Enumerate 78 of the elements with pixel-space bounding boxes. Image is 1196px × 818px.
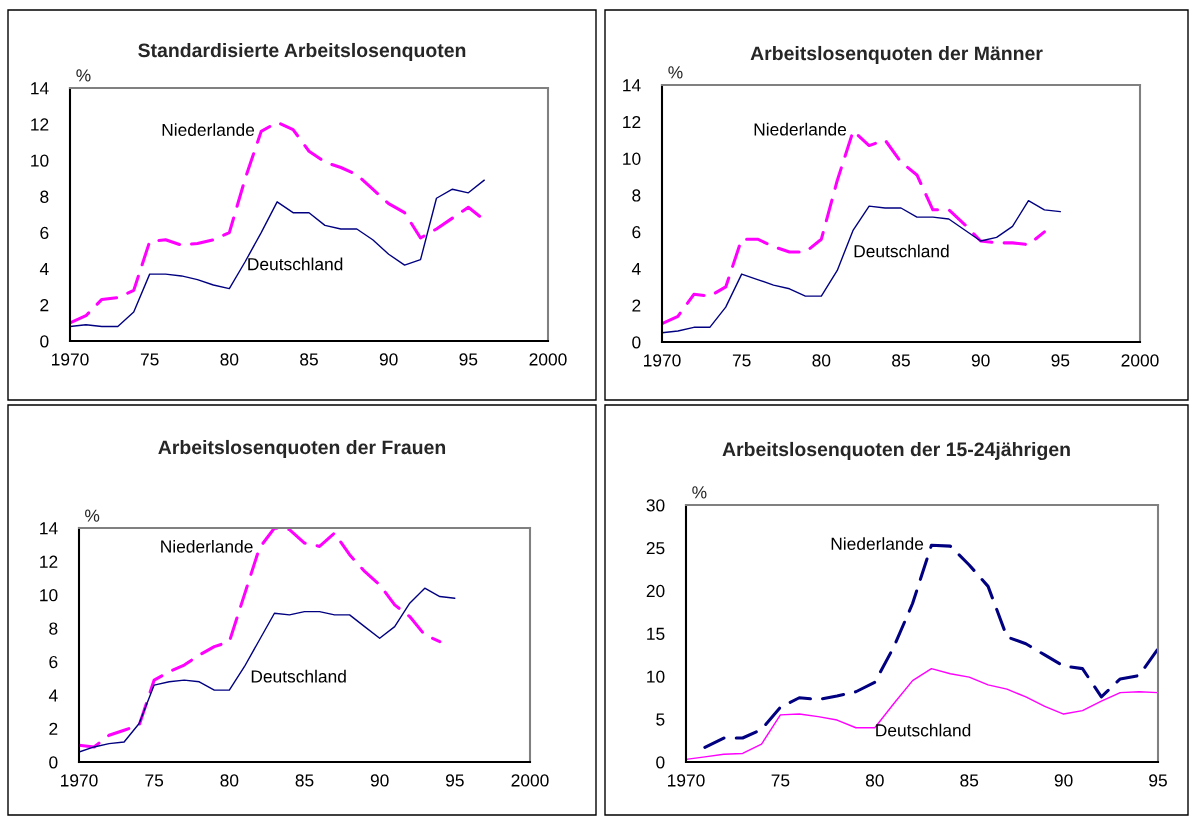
y-tick-label: 0: [49, 756, 58, 769]
y-tick-label: 0: [632, 336, 641, 349]
chart-title: Arbeitslosenquoten der 15-24jährigen: [722, 441, 1070, 461]
y-tick-label: 14: [40, 522, 58, 535]
series-label: Niederlande: [162, 123, 255, 137]
x-tick-label: 75: [771, 774, 790, 787]
chart-title: Standardisierte Arbeitslosenquoten: [138, 42, 466, 62]
x-tick-label: 85: [892, 354, 910, 367]
series-label: Deutschland: [854, 244, 949, 258]
x-tick-label: 2000: [1121, 354, 1159, 367]
y-tick-label: 6: [40, 226, 49, 240]
y-tick-label: 4: [48, 689, 58, 702]
y-tick-label: 0: [40, 335, 49, 348]
x-tick-label: 1970: [644, 354, 681, 367]
y-tick-label: 12: [623, 115, 641, 128]
x-tick-label: 90: [971, 354, 990, 367]
x-tick-label: 80: [220, 774, 239, 787]
x-tick-label: 95: [1149, 774, 1167, 787]
y-tick-label: 2: [632, 299, 641, 312]
x-tick-label: 90: [379, 353, 398, 366]
y-tick-label: 8: [49, 622, 58, 635]
x-tick-label: 75: [145, 774, 164, 787]
text: %: [692, 486, 707, 499]
x-tick-label: 1970: [668, 774, 705, 787]
y-tick-label: 8: [632, 189, 641, 202]
y-tick-label: 6: [632, 226, 641, 239]
series-label: Deutschland: [876, 723, 971, 737]
y-tick-label: 6: [49, 655, 58, 669]
x-tick-label: 1970: [61, 774, 98, 787]
x-tick-label: 85: [295, 774, 314, 787]
y-tick-label: 15: [647, 627, 665, 640]
x-tick-label: 85: [300, 353, 318, 366]
y-tick-label: 10: [647, 670, 665, 683]
x-tick-label: 2000: [529, 353, 567, 366]
y-tick-label: 5: [656, 713, 665, 726]
y-tick-label: 12: [31, 118, 49, 131]
chart-title: Arbeitslosenquoten der Männer: [750, 45, 1043, 65]
line-series: [662, 199, 1062, 334]
x-tick-label: 80: [812, 354, 831, 367]
line-series: [70, 179, 485, 328]
x-tick-label: 95: [445, 774, 464, 787]
x-tick-label: 85: [960, 774, 979, 787]
y-tick-label: 10: [40, 589, 58, 602]
x-tick-label: 95: [459, 353, 478, 366]
series-label: Niederlande: [754, 122, 847, 136]
y-tick-label: 2: [49, 722, 58, 735]
y-tick-label: 30: [646, 499, 665, 512]
series-label: Deutschland: [251, 669, 346, 683]
y-tick-label: 2: [40, 299, 49, 312]
series-label: Deutschland: [248, 257, 343, 271]
y-tick-label: 20: [646, 584, 665, 598]
y-tick-label: 10: [31, 154, 49, 167]
x-tick-label: 80: [220, 353, 239, 366]
y-tick-label: 4: [39, 263, 49, 275]
series-label: Niederlande: [831, 537, 924, 550]
x-tick-label: 1970: [52, 353, 89, 366]
x-tick-label: 75: [140, 353, 159, 366]
y-tick-label: 4: [631, 262, 641, 275]
y-tick-label: 14: [623, 79, 641, 92]
series-label: Niederlande: [161, 539, 253, 553]
line-series: [79, 528, 442, 749]
y-tick-label: 14: [31, 82, 49, 95]
y-tick-label: 10: [623, 152, 641, 165]
chart-title: Arbeitslosenquoten der Frauen: [158, 439, 446, 459]
y-tick-label: 25: [646, 542, 665, 555]
x-tick-label: 95: [1051, 354, 1070, 367]
y-tick-label: 0: [656, 756, 665, 769]
x-tick-label: 2000: [511, 774, 549, 787]
y-tick-label: 8: [40, 190, 49, 203]
text: %: [76, 69, 91, 82]
x-tick-label: 80: [865, 774, 884, 787]
x-tick-label: 90: [370, 774, 389, 787]
x-tick-label: 75: [732, 354, 751, 367]
text: %: [85, 509, 100, 522]
line-series: [79, 587, 456, 753]
x-tick-label: 90: [1054, 774, 1073, 787]
y-tick-label: 12: [40, 555, 58, 568]
text: %: [668, 66, 683, 79]
